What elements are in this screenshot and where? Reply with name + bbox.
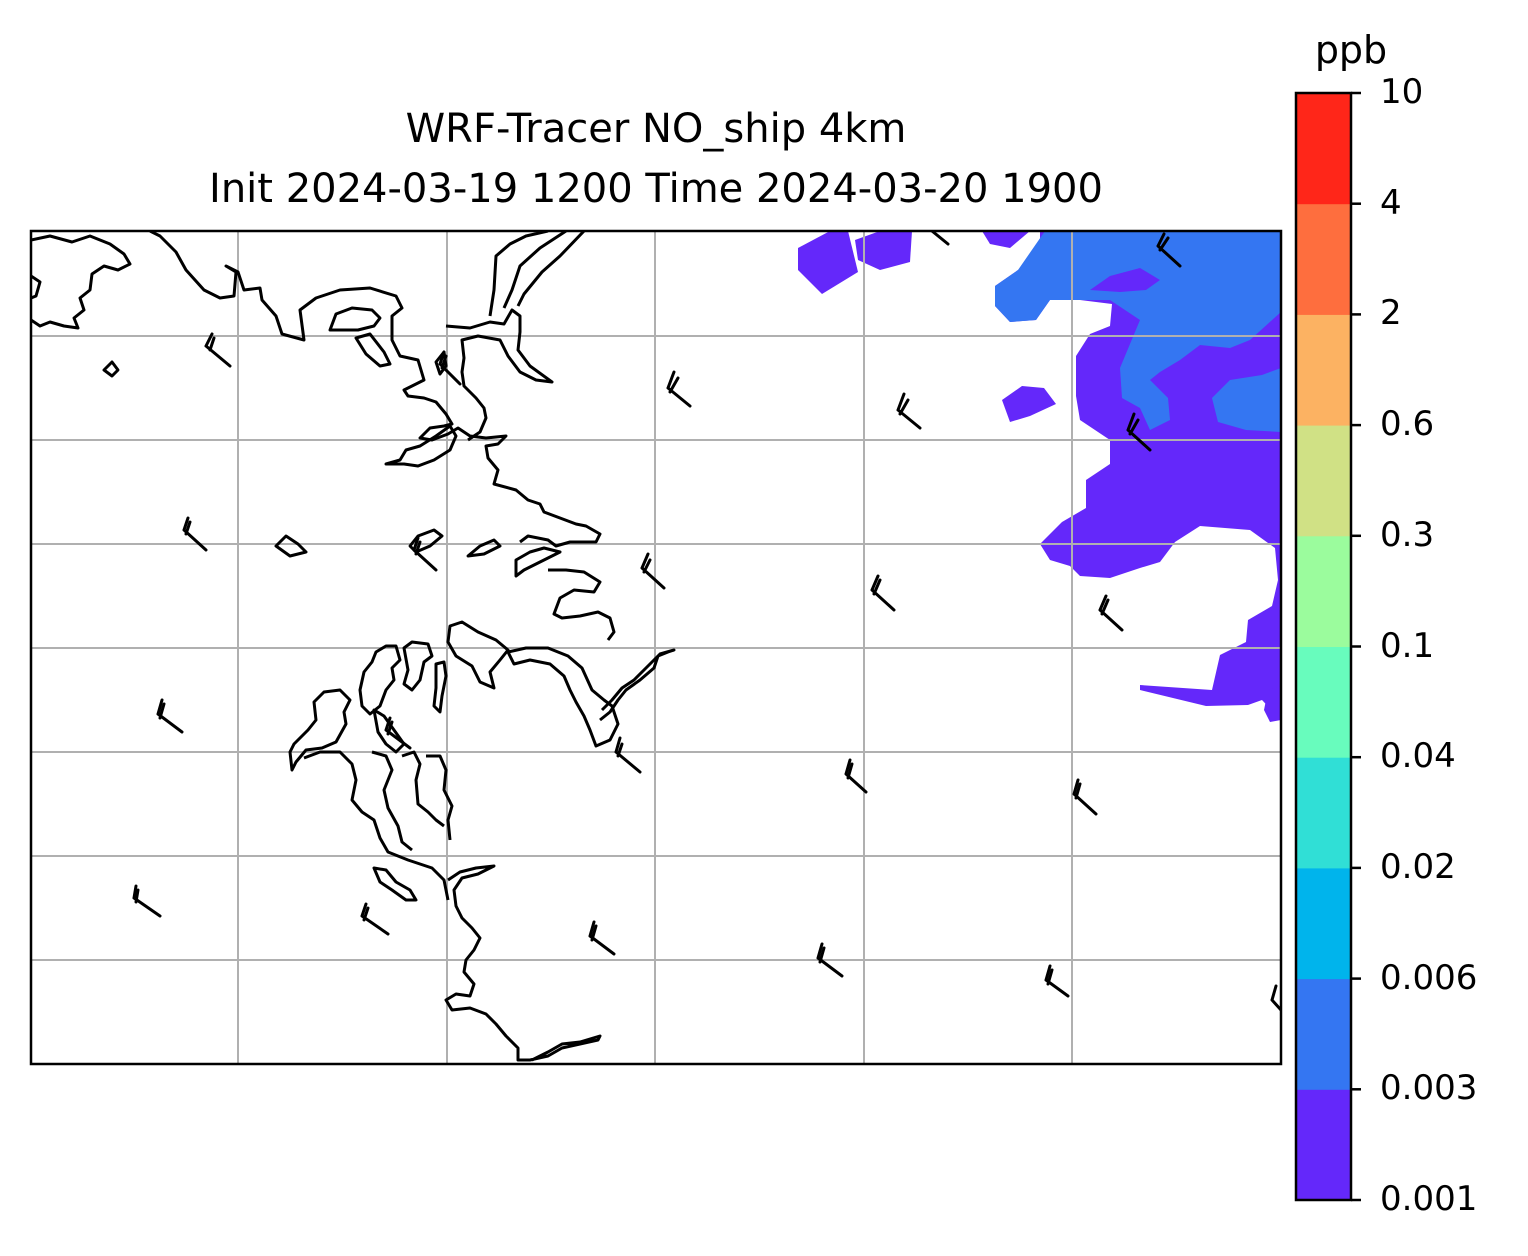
colorbar-tick-label: 10 — [1380, 72, 1424, 112]
coastline — [516, 231, 586, 307]
colorbar-segment — [1296, 757, 1351, 869]
map-frame — [29, 229, 1283, 1066]
coastline — [432, 660, 448, 714]
tracer-level-0-fill — [1002, 386, 1056, 422]
wind-barb — [1044, 964, 1070, 998]
coastline — [599, 648, 676, 722]
wind-barb — [1072, 778, 1098, 816]
wind-barb — [132, 884, 162, 918]
colorbar-tick-label: 0.001 — [1380, 1179, 1478, 1219]
wind-barb — [666, 370, 692, 408]
gridlines — [31, 231, 1281, 1064]
coastline — [402, 640, 434, 692]
wind-barb — [156, 698, 184, 734]
coastline — [426, 754, 454, 841]
colorbar-tick-label: 0.1 — [1380, 625, 1435, 666]
coastlines — [31, 231, 676, 1062]
colorbar-segment — [1296, 978, 1351, 1090]
tracer-level-0-fill — [1264, 686, 1281, 722]
colorbar-segment — [1296, 314, 1351, 426]
wind-barb — [870, 574, 896, 612]
colorbar-segment — [1296, 535, 1351, 647]
coastline — [274, 534, 308, 558]
coastline — [354, 332, 392, 368]
wind-barb — [844, 758, 868, 794]
colorbar-tick-label: 4 — [1380, 182, 1402, 223]
colorbar-segment — [1296, 646, 1351, 758]
coastline — [102, 360, 120, 378]
tracer-level-1-fill — [1212, 368, 1281, 432]
wind-barb — [204, 332, 232, 368]
wind-barb — [1126, 412, 1152, 452]
tracer-level-0-fill — [1090, 268, 1160, 292]
coastline — [384, 424, 458, 468]
coastline — [446, 620, 510, 690]
coastline — [372, 708, 406, 754]
wind-barbs — [132, 231, 1281, 1012]
colorbar-unit-label: ppb — [1314, 28, 1388, 72]
coastline — [328, 306, 382, 332]
tracer-contours — [798, 231, 1281, 722]
wind-barb — [614, 736, 642, 774]
wind-barb — [1270, 984, 1281, 1012]
colorbar-tick-label: 2 — [1380, 293, 1402, 334]
colorbar-segment — [1296, 867, 1351, 980]
wind-barb — [360, 902, 390, 936]
wind-barb — [438, 350, 462, 386]
coastline — [548, 568, 616, 641]
coastline — [358, 644, 402, 716]
wind-barb — [930, 231, 950, 246]
colorbar-segment — [1296, 425, 1351, 537]
colorbar-tick-label: 0.02 — [1380, 846, 1456, 887]
coastline — [288, 688, 352, 772]
tracer-level-1-fill — [995, 231, 1281, 430]
tracer-level-0-fill — [798, 231, 858, 294]
wind-barb — [816, 942, 844, 978]
coastline — [488, 231, 549, 317]
wind-barb — [896, 392, 922, 430]
coastline — [445, 308, 554, 442]
coastline — [502, 231, 567, 309]
colorbar-tick-label: 0.04 — [1380, 736, 1456, 777]
wind-barb — [182, 516, 208, 552]
coastline — [506, 646, 620, 748]
wind-barb — [588, 920, 616, 956]
wind-barb — [384, 716, 412, 750]
colorbar-tick-label: 0.6 — [1380, 404, 1435, 445]
tracer-level-0-fill — [982, 231, 1030, 248]
coastline — [371, 750, 413, 852]
colorbar-segment — [1296, 203, 1351, 315]
coastline — [372, 866, 418, 902]
colorbar-segment — [1296, 93, 1351, 205]
colorbar — [1294, 91, 1361, 1202]
wind-barb — [640, 552, 666, 590]
colorbar-tick-label: 0.003 — [1380, 1068, 1478, 1109]
map-title-line-1: WRF-Tracer NO_ship 4km — [405, 106, 907, 152]
colorbar-tick-label: 0.3 — [1380, 514, 1435, 555]
coastline — [303, 750, 450, 901]
wind-barb — [1156, 232, 1182, 268]
tracer-level-0-fill — [855, 231, 912, 270]
colorbar-segment — [1296, 1089, 1351, 1201]
coastline — [149, 231, 602, 548]
colorbar-tick-label: 0.006 — [1380, 957, 1478, 998]
wind-barb — [1098, 594, 1124, 632]
coastline — [514, 546, 562, 578]
map-title-line-2: Init 2024-03-19 1200 Time 2024-03-20 190… — [209, 166, 1103, 212]
coastline — [444, 864, 602, 1062]
coastline — [31, 234, 132, 330]
wind-barb — [412, 536, 438, 572]
coastline — [401, 750, 445, 828]
tracer-level-0-fill — [995, 231, 1281, 720]
coastline — [31, 274, 42, 300]
coastline — [466, 538, 502, 558]
